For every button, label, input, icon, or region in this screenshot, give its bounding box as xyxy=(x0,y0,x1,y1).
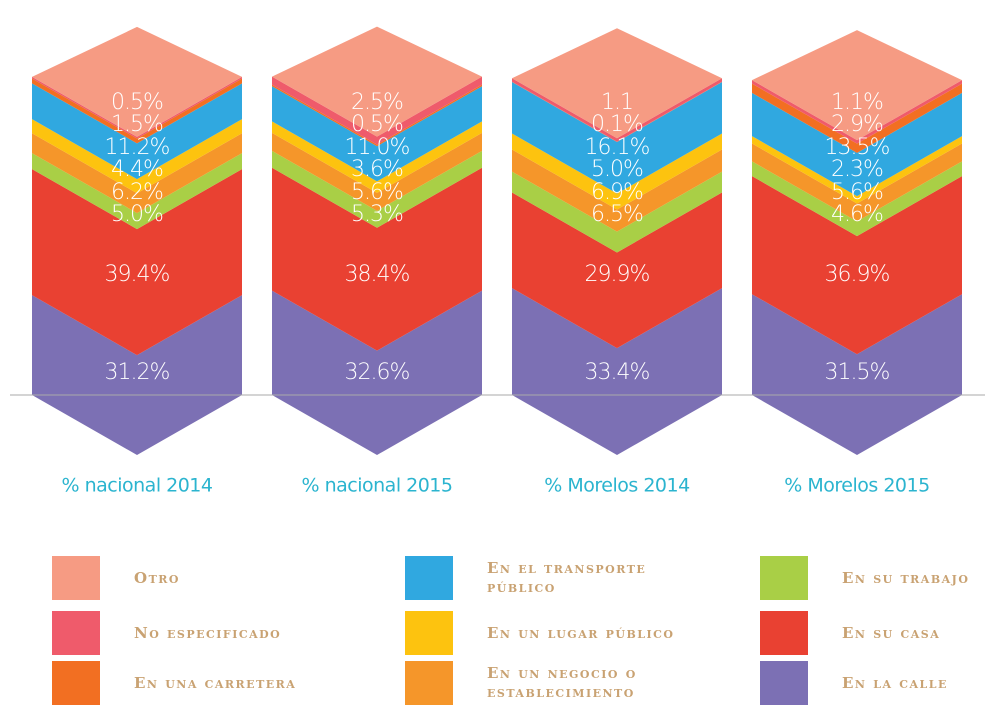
value-label: 36.9% xyxy=(825,262,890,287)
value-label: 1.1 xyxy=(601,90,633,115)
value-label: 29.9% xyxy=(585,262,650,287)
x-tick-label: % nacional 2015 xyxy=(302,475,453,497)
x-tick-label: % Morelos 2015 xyxy=(784,475,929,497)
value-label: 3.6% xyxy=(351,157,403,182)
segment xyxy=(32,295,242,455)
value-label: 6.5% xyxy=(591,202,643,227)
segment xyxy=(32,83,242,180)
legend-swatch xyxy=(405,611,453,655)
legend-item: En su trabajo xyxy=(760,556,985,600)
value-label: 4.4% xyxy=(111,157,163,182)
segment xyxy=(752,161,962,237)
legend-item: En una carretera xyxy=(52,661,344,705)
legend-label: En un negocio o establecimiento xyxy=(487,664,637,701)
legend-label: En su casa xyxy=(842,623,941,642)
segment xyxy=(32,119,242,194)
segment xyxy=(512,171,722,253)
legend-swatch xyxy=(405,556,453,600)
segment xyxy=(272,150,482,228)
legend-item: En el transporte público xyxy=(405,556,697,600)
segment xyxy=(752,176,962,355)
legend-label: En su trabajo xyxy=(842,568,970,587)
value-label: 38.4% xyxy=(345,262,410,287)
segment xyxy=(272,86,482,182)
segment xyxy=(512,192,722,349)
value-label: 2.5% xyxy=(351,90,403,115)
value-label: 1.1% xyxy=(831,90,883,115)
legend-swatch xyxy=(405,661,453,705)
legend-swatch xyxy=(52,661,100,705)
value-label: 5.6% xyxy=(351,180,403,205)
cap xyxy=(32,26,242,137)
segment xyxy=(32,133,242,214)
segment xyxy=(32,169,242,356)
value-label: 6.2% xyxy=(111,180,163,205)
segment xyxy=(512,288,722,455)
value-label: 5.0% xyxy=(111,202,163,227)
legend-item: En un lugar público xyxy=(405,611,697,655)
legend-label: No especificado xyxy=(134,623,282,642)
value-label: 1.5% xyxy=(111,112,163,137)
legend-swatch xyxy=(760,661,808,705)
x-tick-label: % nacional 2014 xyxy=(62,475,213,497)
segment xyxy=(752,92,962,197)
segment xyxy=(512,133,722,210)
legend-label: En el transporte público xyxy=(487,559,647,596)
value-label: 2.9% xyxy=(831,112,883,137)
legend-label: En la calle xyxy=(842,673,948,692)
legend-label: En un lugar público xyxy=(487,623,675,642)
legend-swatch xyxy=(52,556,100,600)
value-label: 11.2% xyxy=(105,135,170,160)
value-label: 31.2% xyxy=(105,360,170,385)
value-label: 5.3% xyxy=(351,202,403,227)
value-label: 2.3% xyxy=(831,157,883,182)
cap xyxy=(752,30,962,141)
legend-label: En una carretera xyxy=(134,673,297,692)
legend-item: En su casa xyxy=(760,611,985,655)
segment xyxy=(272,290,482,455)
legend-swatch xyxy=(52,611,100,655)
legend-item: En la calle xyxy=(760,661,985,705)
cap xyxy=(512,28,722,139)
value-label: 16.1% xyxy=(585,135,650,160)
legend-item: En un negocio o establecimiento xyxy=(405,661,697,705)
segment xyxy=(32,153,242,230)
legend-item: Otro xyxy=(52,556,344,600)
value-label: 11.0% xyxy=(345,135,410,160)
segment xyxy=(272,167,482,351)
value-label: 32.6% xyxy=(345,360,410,385)
cap xyxy=(272,26,482,137)
value-label: 39.4% xyxy=(105,262,170,287)
legend-label: Otro xyxy=(134,568,180,587)
value-label: 13.5% xyxy=(825,135,890,160)
value-label: 33.4% xyxy=(585,360,650,385)
value-label: 0.5% xyxy=(351,112,403,137)
value-label: 0.1% xyxy=(591,112,643,137)
value-label: 4.6% xyxy=(831,202,883,227)
legend-item: No especificado xyxy=(52,611,344,655)
legend-swatch xyxy=(760,556,808,600)
value-label: 6.9% xyxy=(591,180,643,205)
value-label: 5.0% xyxy=(591,157,643,182)
legend-swatch xyxy=(760,611,808,655)
value-label: 5.6% xyxy=(831,180,883,205)
segment xyxy=(752,143,962,222)
segment xyxy=(272,132,482,211)
x-tick-label: % Morelos 2014 xyxy=(544,475,690,497)
value-label: 0.5% xyxy=(111,90,163,115)
segment xyxy=(752,294,962,455)
value-label: 31.5% xyxy=(825,360,890,385)
segment xyxy=(512,149,722,232)
segment xyxy=(512,82,722,194)
